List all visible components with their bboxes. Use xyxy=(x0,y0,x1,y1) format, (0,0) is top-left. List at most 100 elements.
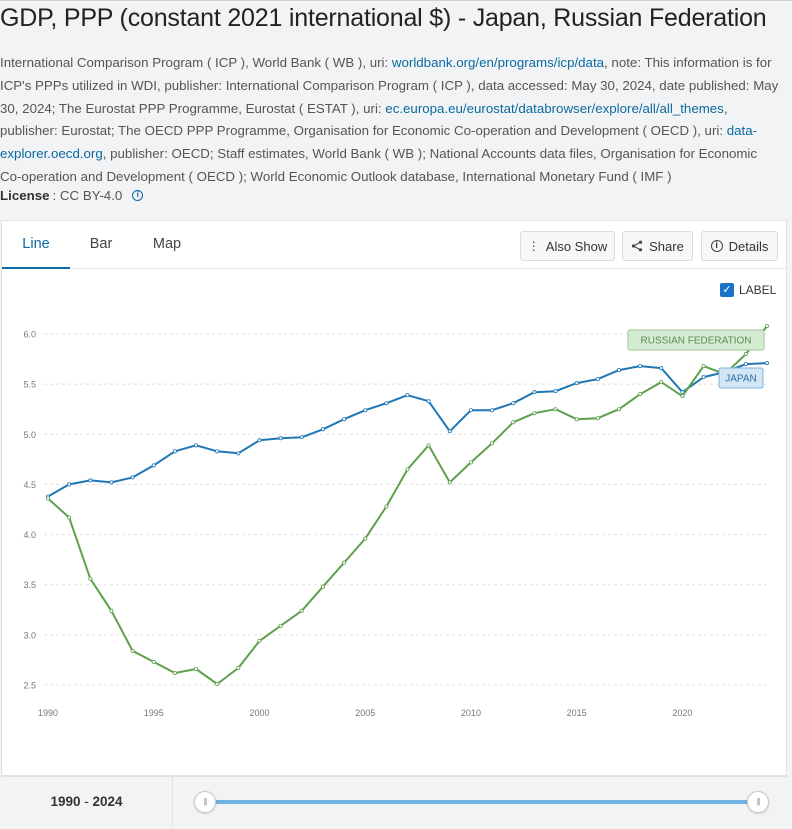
tab-bar[interactable]: Bar xyxy=(89,236,113,252)
y-tick-label: 3.0 xyxy=(23,630,36,640)
data-point xyxy=(130,648,135,653)
data-point xyxy=(320,427,325,432)
data-point xyxy=(215,681,220,686)
y-tick-label: 6.0 xyxy=(23,330,36,340)
x-tick-label: 1990 xyxy=(38,708,58,718)
source-link[interactable]: ec.europa.eu/eurostat/databrowser/explor… xyxy=(385,100,724,116)
data-point xyxy=(194,443,199,448)
y-tick-label: 2.5 xyxy=(23,681,36,691)
series-label-japan: JAPAN xyxy=(725,374,757,385)
source-note: International Comparison Program ( ICP )… xyxy=(0,52,780,189)
source-link[interactable]: data-explorer.oecd.org xyxy=(0,123,758,162)
license-label: License xyxy=(0,188,50,203)
data-point xyxy=(405,393,410,398)
data-point xyxy=(468,408,473,413)
chart-panel: Line Bar Map ⋮ Also Show Share i Details… xyxy=(1,220,787,776)
range-slider-start-handle[interactable]: ||| xyxy=(194,791,216,813)
data-point xyxy=(109,608,114,613)
data-point xyxy=(363,536,368,541)
data-point xyxy=(384,401,389,406)
y-tick-label: 4.5 xyxy=(23,480,36,490)
source-text: International Comparison Program ( ICP )… xyxy=(0,55,392,70)
data-point xyxy=(109,480,114,485)
license-row: License : CC BY-4.0 i xyxy=(0,188,144,203)
data-point xyxy=(701,375,706,380)
data-point xyxy=(278,436,283,441)
y-tick-label: 5.0 xyxy=(23,430,36,440)
data-point xyxy=(574,417,579,422)
range-separator: - xyxy=(80,794,93,809)
data-point xyxy=(680,390,685,395)
range-slider-end-handle[interactable]: ||| xyxy=(747,791,769,813)
series-line-1 xyxy=(47,325,768,685)
label-toggle[interactable]: ✓ LABEL xyxy=(720,283,776,297)
tab-map[interactable]: Map xyxy=(152,236,182,252)
data-point xyxy=(743,352,748,357)
data-point xyxy=(257,438,262,443)
data-point xyxy=(616,368,621,373)
data-point xyxy=(447,429,452,434)
y-tick-label: 4.0 xyxy=(23,530,36,540)
source-text: , publisher: OECD; Staff estimates, Worl… xyxy=(0,146,758,184)
top-border xyxy=(0,0,792,1)
x-tick-label: 1995 xyxy=(144,708,164,718)
data-point xyxy=(765,323,770,328)
data-point xyxy=(172,449,177,454)
range-end: 2024 xyxy=(92,794,123,809)
data-point xyxy=(574,381,579,386)
data-point xyxy=(151,463,156,468)
data-point xyxy=(532,390,537,395)
details-label: Details xyxy=(728,238,769,254)
data-point xyxy=(532,411,537,416)
data-point xyxy=(215,449,220,454)
data-point xyxy=(553,407,558,412)
data-point xyxy=(194,666,199,671)
range-bar: 1990 - 2024 ||| ||| xyxy=(1,776,787,826)
source-text: , note: This information is for ICP's PP… xyxy=(0,55,779,116)
data-point xyxy=(595,377,600,382)
data-point xyxy=(638,392,643,397)
share-label: Share xyxy=(649,238,684,254)
source-text: , publisher: Eurostat; The OECD PPP Prog… xyxy=(0,100,728,139)
data-point xyxy=(67,515,72,520)
x-tick-label: 2015 xyxy=(567,708,587,718)
data-point xyxy=(405,467,410,472)
line-chart: 2.5 3.0 3.5 4.0 4.5 5.0 5.5 6.0 1990 1995 2000 2005… xyxy=(23,323,770,718)
data-point xyxy=(172,670,177,675)
details-info-icon: i xyxy=(710,240,723,252)
chart-tabs: Line Bar Map ⋮ Also Show Share i Details xyxy=(2,221,786,269)
data-point xyxy=(342,417,347,422)
data-point xyxy=(511,401,516,406)
details-button[interactable]: i Details xyxy=(701,231,778,261)
data-point xyxy=(490,441,495,446)
info-icon[interactable]: i xyxy=(132,190,144,201)
also-show-label: Also Show xyxy=(545,238,608,254)
range-start: 1990 xyxy=(50,794,81,809)
data-point xyxy=(426,443,431,448)
data-point xyxy=(680,394,685,399)
data-point xyxy=(363,408,368,413)
page-title: GDP, PPP (constant 2021 international $)… xyxy=(0,4,767,32)
data-point xyxy=(151,659,156,664)
data-point xyxy=(743,362,748,367)
data-point xyxy=(88,576,93,581)
data-point xyxy=(447,480,452,485)
source-link[interactable]: worldbank.org/en/programs/icp/data xyxy=(391,55,605,70)
tab-line[interactable]: Line xyxy=(2,221,70,269)
also-show-button[interactable]: ⋮ Also Show xyxy=(520,231,615,261)
data-point xyxy=(765,361,770,366)
label-checkbox[interactable]: ✓ xyxy=(720,283,734,297)
share-button[interactable]: Share xyxy=(622,231,693,261)
data-point xyxy=(320,584,325,589)
data-point xyxy=(236,665,241,670)
data-point xyxy=(511,420,516,425)
data-point xyxy=(299,435,304,440)
data-point xyxy=(299,608,304,613)
range-slider-track[interactable] xyxy=(205,800,758,804)
data-point xyxy=(46,496,51,501)
data-point xyxy=(426,399,431,404)
data-point xyxy=(236,451,241,456)
data-point xyxy=(659,380,664,385)
share-icon xyxy=(632,240,643,252)
data-point xyxy=(553,389,558,394)
